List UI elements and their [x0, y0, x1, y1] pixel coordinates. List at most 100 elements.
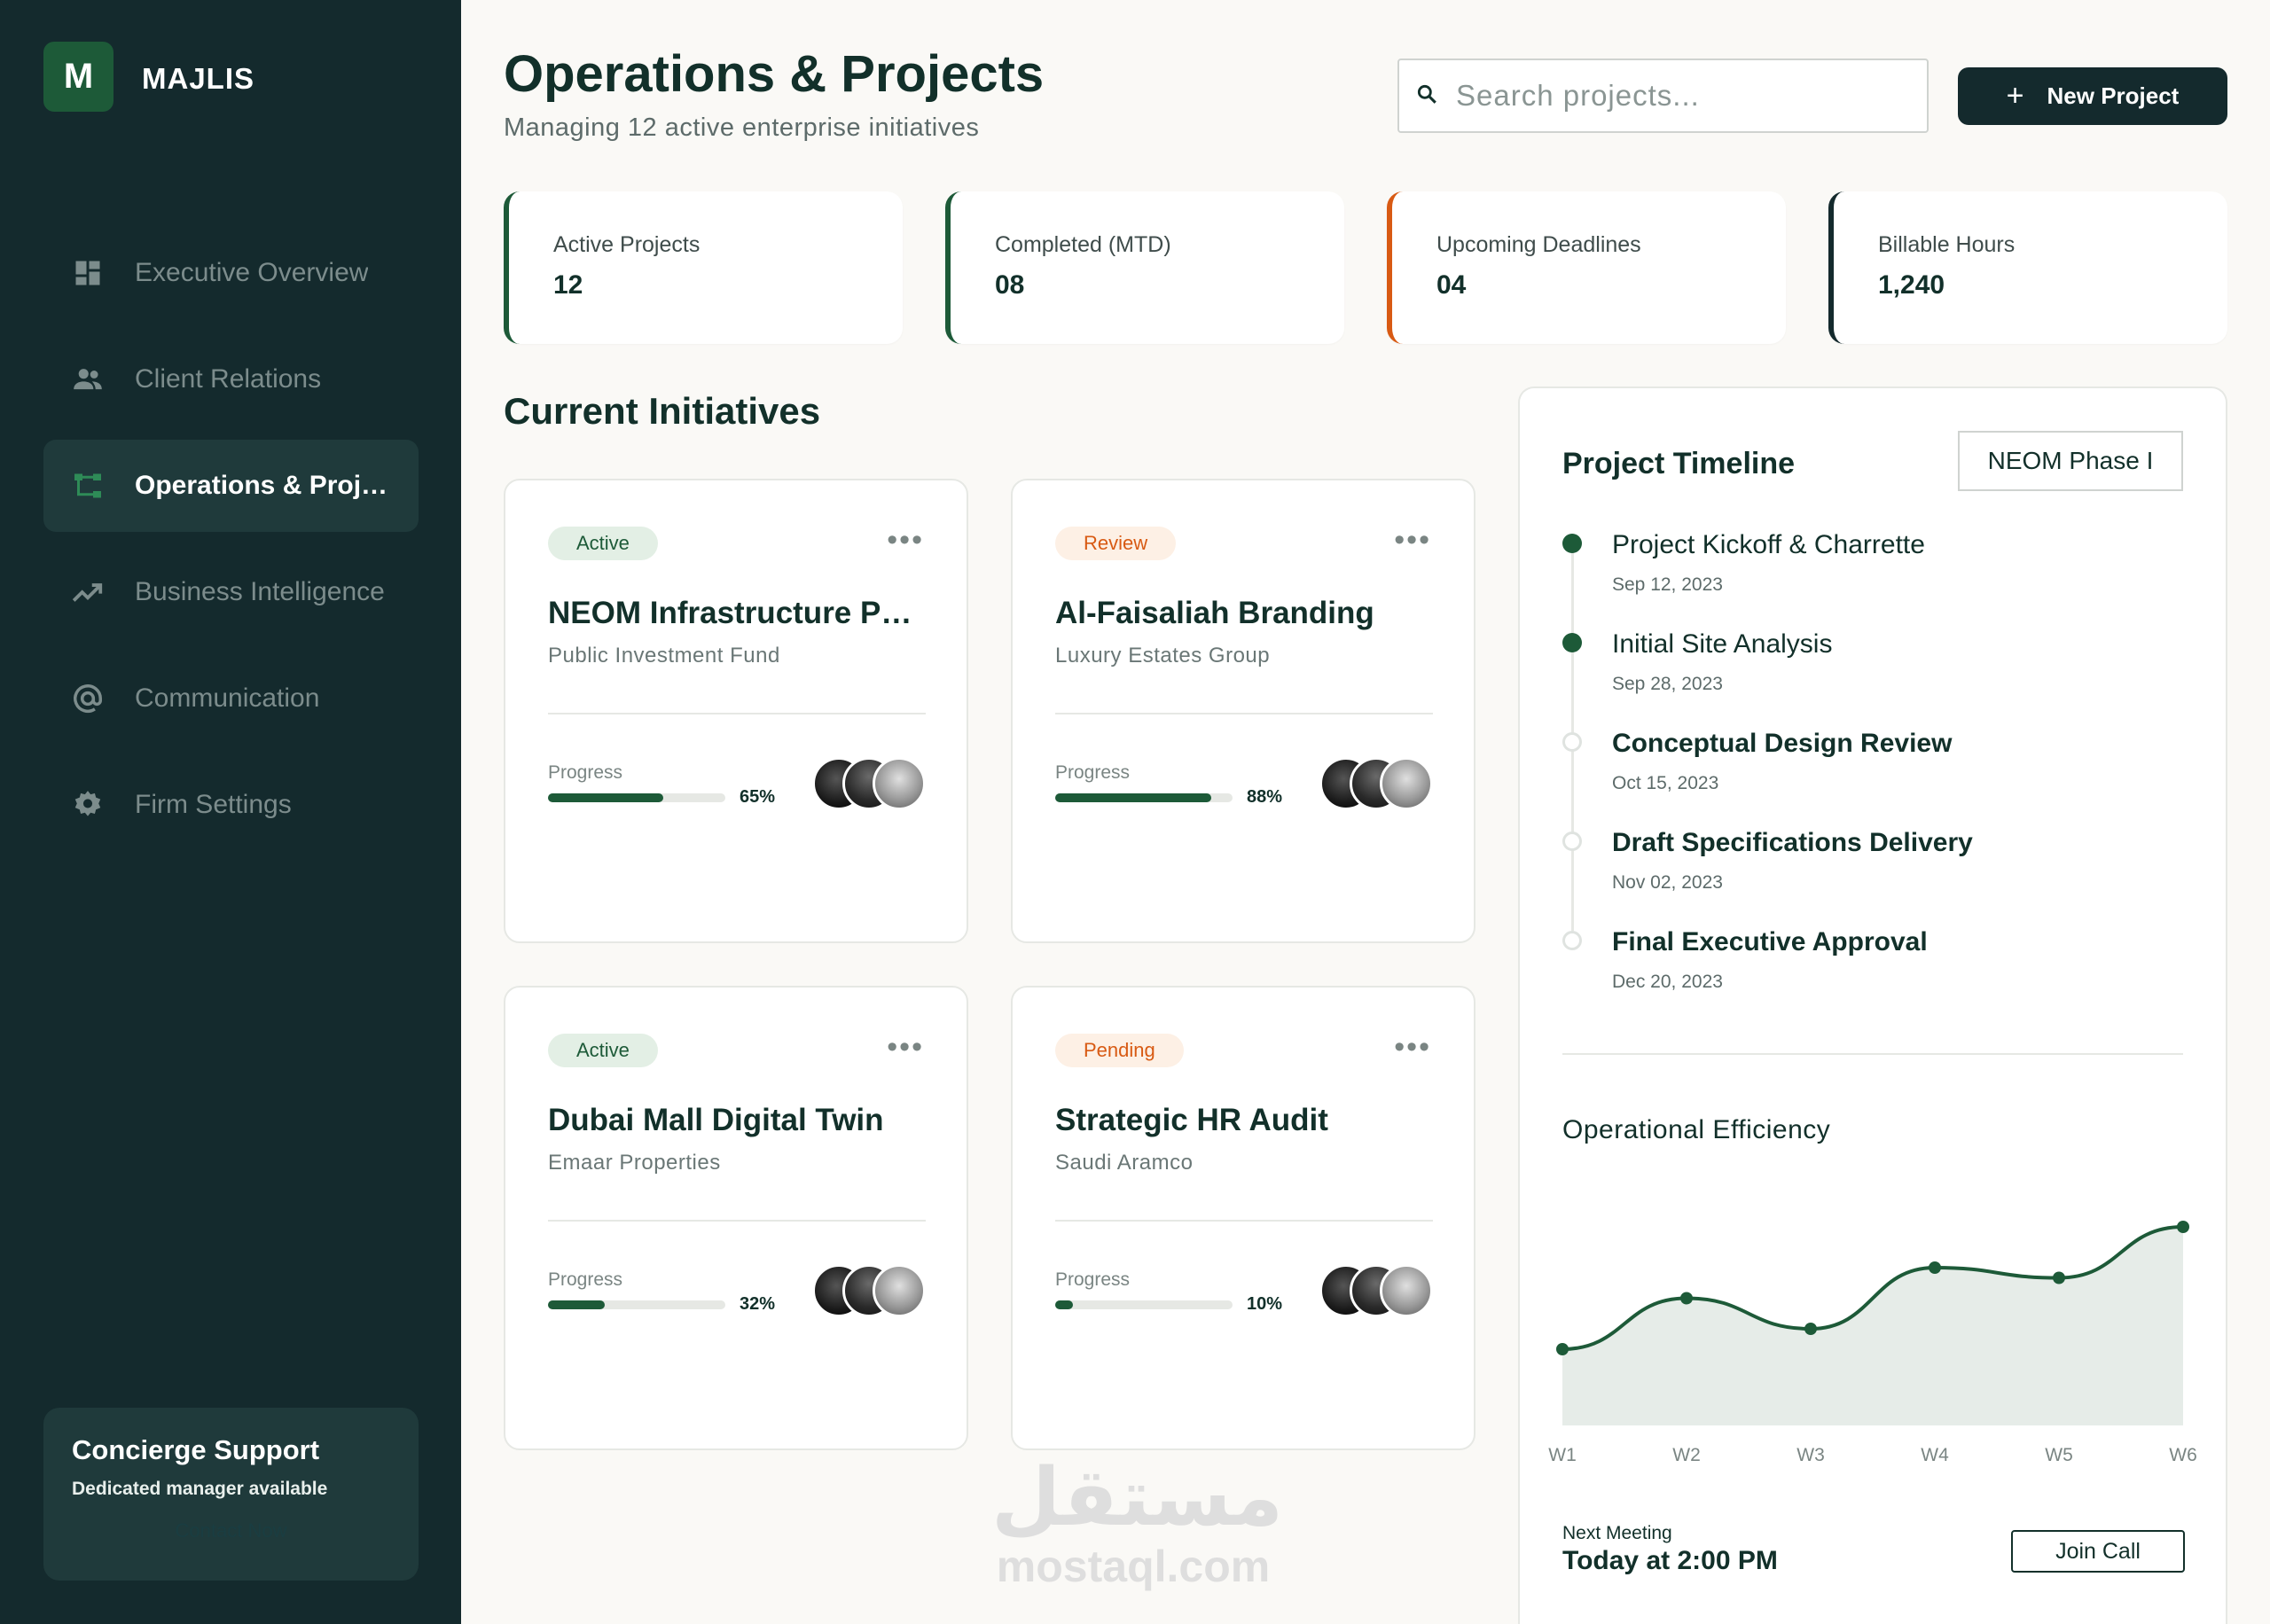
- chart-point: [2177, 1221, 2189, 1233]
- sidebar-item-label: Firm Settings: [135, 790, 292, 819]
- project-title: NEOM Infrastructure Phase I: [548, 596, 929, 630]
- divider: [1562, 1053, 2183, 1055]
- sidebar-item-label: Client Relations: [135, 364, 322, 394]
- chart-point: [1929, 1261, 1941, 1274]
- dashboard-icon: [70, 255, 106, 291]
- milestone-date: Sep 12, 2023: [1612, 574, 1723, 595]
- search-icon: [1415, 82, 1438, 110]
- sidebar-item-operations-projects[interactable]: Operations & Projects: [43, 440, 419, 532]
- stat-value: 12: [553, 270, 583, 300]
- project-title: Strategic HR Audit: [1055, 1103, 1328, 1137]
- at-icon: [70, 681, 106, 716]
- chart-point: [2053, 1271, 2065, 1284]
- search-box[interactable]: [1397, 59, 1929, 133]
- avatar: [1380, 757, 1433, 810]
- new-project-button[interactable]: + New Project: [1958, 67, 2227, 125]
- more-options-icon[interactable]: •••: [1394, 523, 1431, 557]
- logo-letter: M: [63, 57, 94, 96]
- sidebar-item-communication[interactable]: Communication: [43, 652, 419, 745]
- project-client: Public Investment Fund: [548, 644, 780, 668]
- sidebar-item-business-intelligence[interactable]: Business Intelligence: [43, 546, 419, 638]
- progress-percent: 88%: [1247, 787, 1283, 807]
- efficiency-title: Operational Efficiency: [1562, 1115, 1831, 1144]
- sidebar-item-firm-settings[interactable]: Firm Settings: [43, 759, 419, 851]
- progress-fill: [548, 1300, 605, 1309]
- milestone-title: Final Executive Approval: [1612, 927, 1928, 956]
- sidebar-item-client-relations[interactable]: Client Relations: [43, 333, 419, 426]
- progress-label: Progress: [1055, 1269, 1131, 1290]
- chart-point: [1556, 1343, 1569, 1355]
- progress-bar: [1055, 1300, 1233, 1309]
- chart-x-tick: W2: [1672, 1445, 1701, 1465]
- contact-now-link[interactable]: Contact Now: [175, 1519, 287, 1542]
- more-options-icon[interactable]: •••: [887, 1030, 924, 1064]
- milestone-date: Dec 20, 2023: [1612, 972, 1723, 992]
- milestone-title: Draft Specifications Delivery: [1612, 828, 1973, 857]
- sidebar-item-executive-overview[interactable]: Executive Overview: [43, 227, 419, 319]
- next-meeting-time: Today at 2:00 PM: [1562, 1546, 1778, 1575]
- milestone-pending-dot: [1562, 931, 1582, 950]
- brand-name: MAJLIS: [142, 62, 255, 95]
- milestone-pending-dot: [1562, 832, 1582, 851]
- stat-value: 04: [1436, 270, 1467, 300]
- phase-selector[interactable]: NEOM Phase I: [1958, 431, 2183, 491]
- watermark-arabic: مستقل: [991, 1451, 1284, 1544]
- stat-card-upcoming-deadlines: Upcoming Deadlines 04: [1387, 191, 1786, 344]
- stat-value: 1,240: [1878, 270, 1945, 300]
- avatar-group: [1319, 1264, 1435, 1317]
- project-card[interactable]: Pending ••• Strategic HR Audit Saudi Ara…: [1011, 986, 1476, 1450]
- join-call-button[interactable]: Join Call: [2011, 1530, 2185, 1573]
- project-client: Emaar Properties: [548, 1151, 721, 1175]
- chart-x-tick: W6: [2169, 1445, 2197, 1465]
- concierge-card: Concierge Support Dedicated manager avai…: [43, 1408, 419, 1581]
- progress-bar: [548, 793, 725, 802]
- divider: [1055, 713, 1433, 714]
- milestone-title: Conceptual Design Review: [1612, 729, 1953, 758]
- more-options-icon[interactable]: •••: [1394, 1030, 1431, 1064]
- logo-mark[interactable]: M: [43, 42, 114, 112]
- concierge-text: Dedicated manager available: [72, 1479, 328, 1499]
- stat-value: 08: [995, 270, 1025, 300]
- section-title: Current Initiatives: [504, 390, 821, 432]
- milestone-title: Initial Site Analysis: [1612, 629, 1833, 659]
- avatar-group: [812, 757, 928, 810]
- project-title: Al-Faisaliah Branding: [1055, 596, 1374, 630]
- project-card[interactable]: Active ••• Dubai Mall Digital Twin Emaar…: [504, 986, 968, 1450]
- gear-icon: [70, 787, 106, 823]
- progress-percent: 65%: [740, 787, 776, 807]
- milestone-date: Oct 15, 2023: [1612, 773, 1719, 793]
- project-card[interactable]: Active ••• NEOM Infrastructure Phase I P…: [504, 479, 968, 943]
- milestone-complete-dot: [1562, 534, 1582, 553]
- sidebar-item-label: Operations & Projects: [135, 471, 392, 500]
- project-card[interactable]: Review ••• Al-Faisaliah Branding Luxury …: [1011, 479, 1476, 943]
- divider: [1055, 1220, 1433, 1222]
- page-title: Operations & Projects: [504, 45, 1045, 103]
- chart-point: [1680, 1292, 1693, 1305]
- divider: [548, 713, 926, 714]
- timeline-panel: Project Timeline NEOM Phase I Project Ki…: [1518, 386, 2227, 1624]
- next-meeting-label: Next Meeting: [1562, 1523, 1672, 1543]
- milestone-date: Nov 02, 2023: [1612, 872, 1723, 893]
- trending-icon: [70, 574, 106, 610]
- timeline-title: Project Timeline: [1562, 447, 1796, 480]
- watermark-latin: mostaql.com: [996, 1542, 1271, 1591]
- chart-x-tick: W5: [2045, 1445, 2073, 1465]
- progress-fill: [548, 793, 663, 802]
- more-options-icon[interactable]: •••: [887, 523, 924, 557]
- progress-label: Progress: [548, 1269, 623, 1290]
- avatar-group: [812, 1264, 928, 1317]
- progress-label: Progress: [548, 762, 623, 783]
- chart-x-tick: W3: [1796, 1445, 1825, 1465]
- plus-icon: +: [2006, 79, 2024, 113]
- stat-card-active-projects: Active Projects 12: [504, 191, 903, 344]
- avatar-group: [1319, 757, 1435, 810]
- status-badge: Active: [548, 1034, 658, 1067]
- progress-bar: [1055, 793, 1233, 802]
- stat-label: Completed (MTD): [995, 232, 1171, 257]
- people-icon: [70, 362, 106, 397]
- hierarchy-icon: [70, 468, 106, 504]
- milestone-complete-dot: [1562, 633, 1582, 652]
- search-input[interactable]: [1456, 79, 1899, 113]
- project-title: Dubai Mall Digital Twin: [548, 1103, 884, 1137]
- chart-area: [1562, 1227, 2183, 1425]
